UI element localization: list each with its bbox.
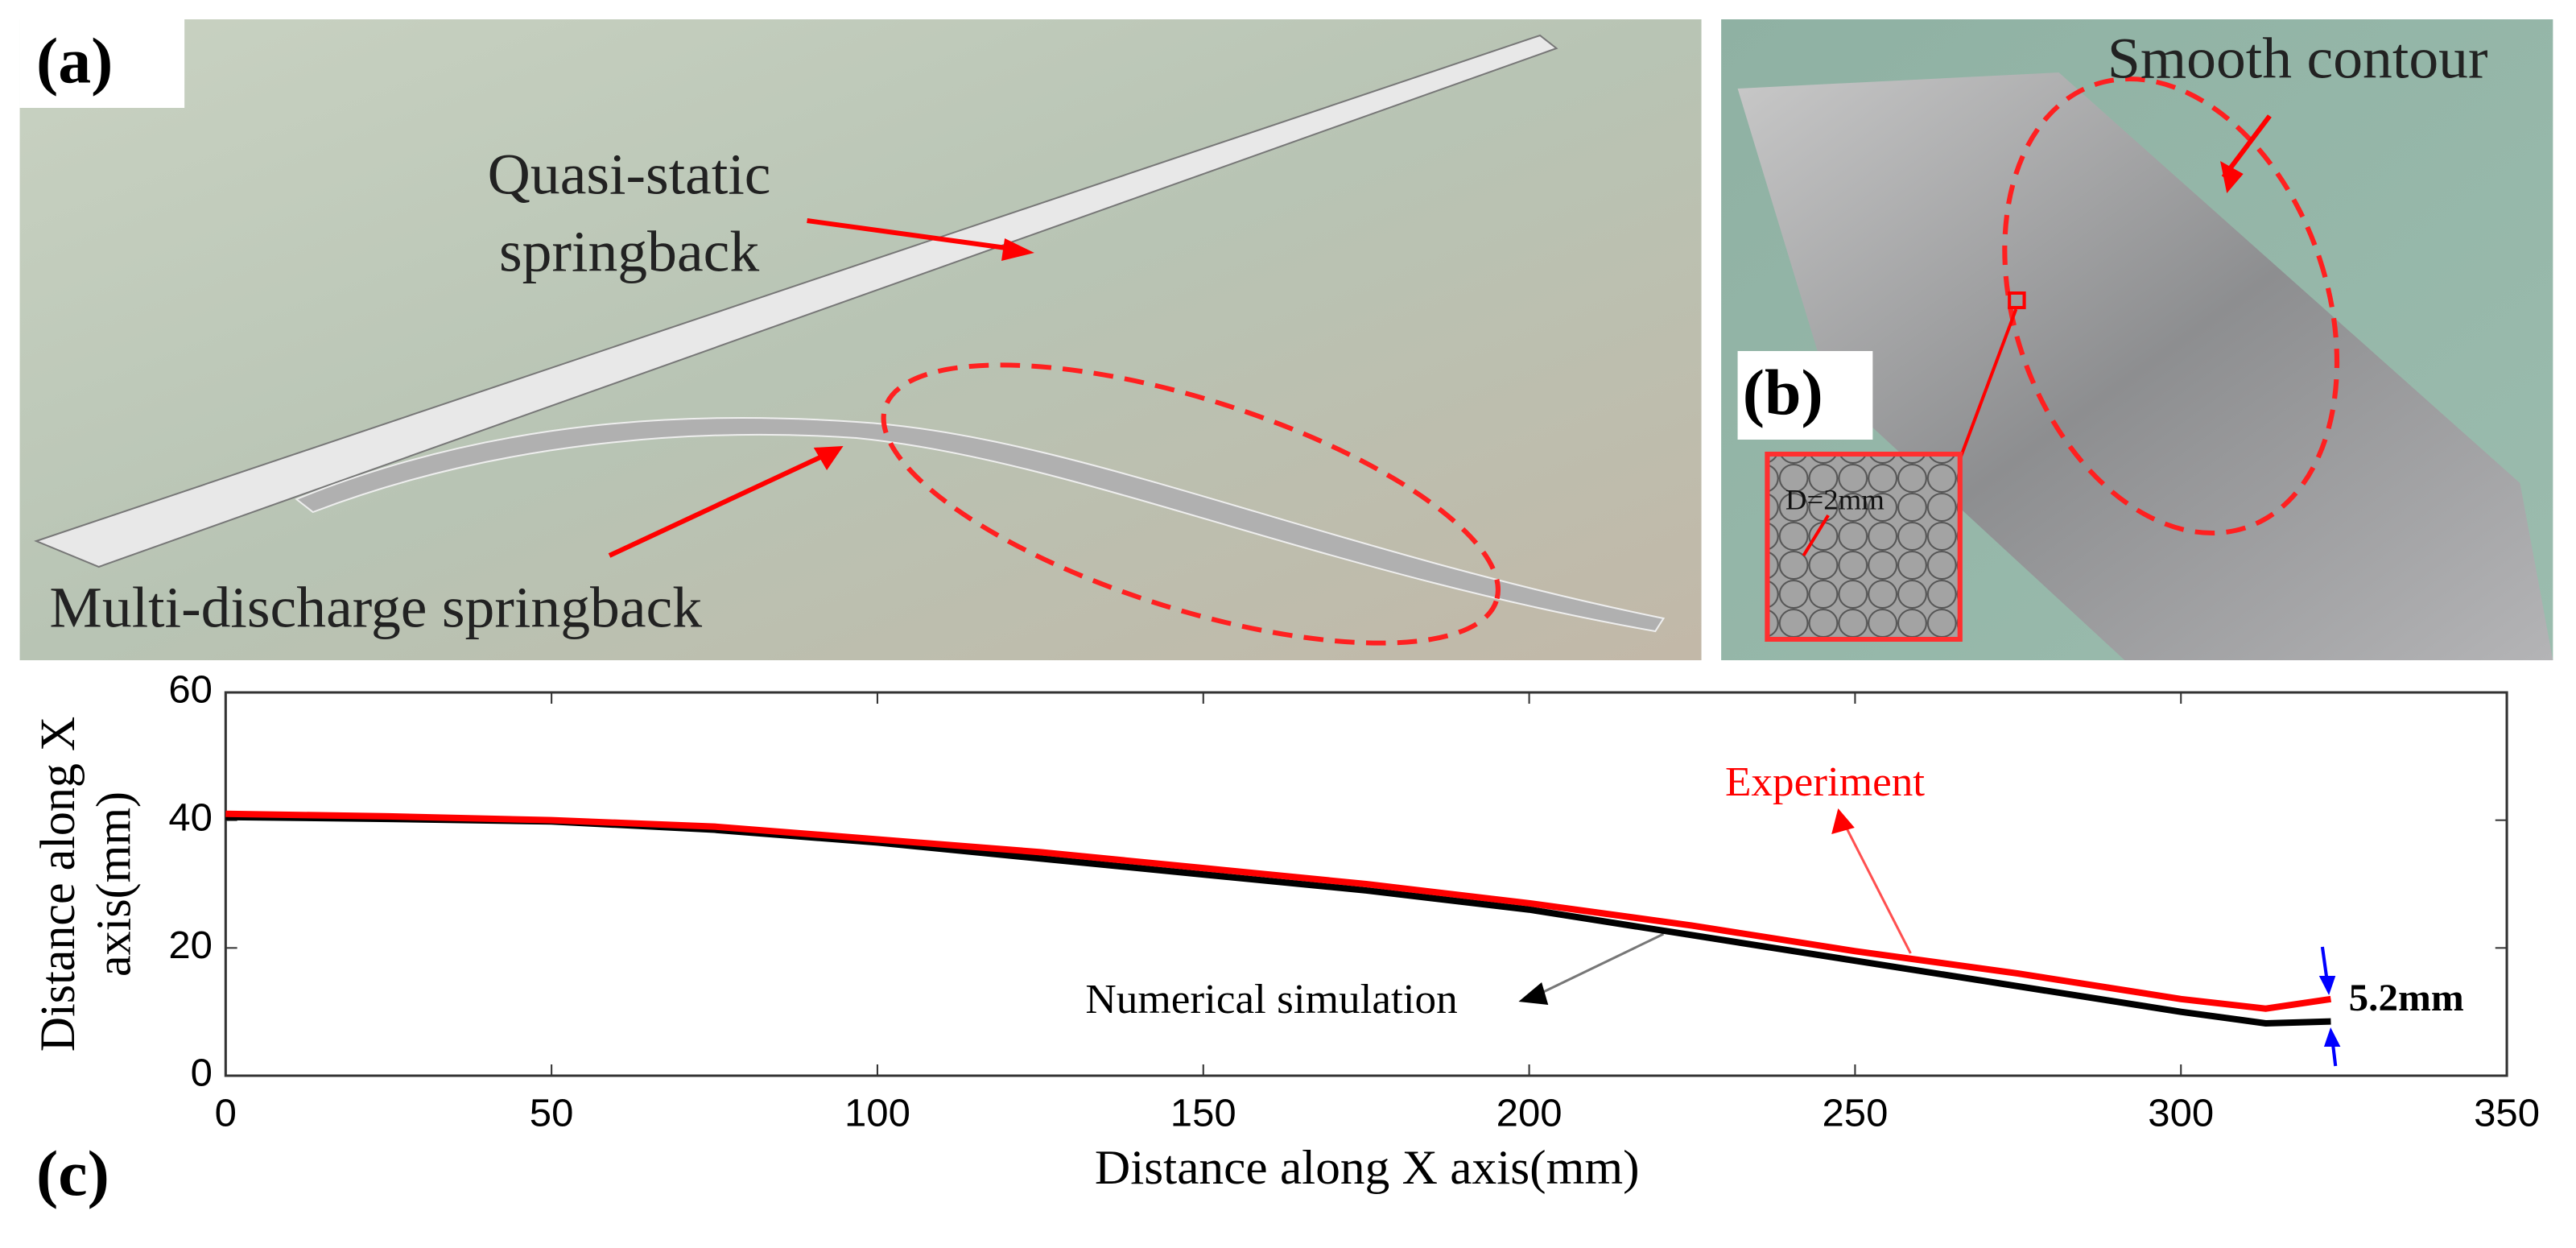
- x-tick-label: 250: [1822, 1092, 1888, 1134]
- panel-a: (a) Quasi-static springback Multi-discha…: [19, 19, 1702, 660]
- highlight: [2002, 76, 2340, 535]
- legend-label: Experiment: [1725, 758, 1926, 804]
- panel-b: D=2mm (b) Smooth contour: [1721, 19, 2553, 660]
- x-tick-label: 0: [215, 1092, 237, 1134]
- strip: [295, 416, 1666, 633]
- annotation: Multi-discharge springback: [49, 575, 702, 639]
- label-bg: [19, 19, 185, 108]
- arrow: [1843, 824, 1912, 954]
- x-tick-label: 150: [1170, 1092, 1236, 1134]
- x-tick-label: 100: [844, 1092, 910, 1134]
- arrowhead: [2323, 1027, 2341, 1047]
- marker: [2008, 291, 2026, 309]
- arrowhead: [2318, 976, 2336, 995]
- y-tick-label: 60: [168, 668, 213, 711]
- panel-label: (b): [1743, 357, 1823, 428]
- arrow: [807, 218, 1018, 252]
- y-axis-label: axis(mm): [87, 791, 142, 977]
- photo: [19, 19, 1702, 660]
- arrow: [608, 453, 825, 558]
- x-axis-label: Distance along X axis(mm): [1095, 1141, 1640, 1194]
- arrowhead: [2220, 161, 2244, 193]
- y-axis-label: Distance along X: [31, 717, 85, 1052]
- y-tick-label: 20: [168, 924, 213, 967]
- arrowhead: [1518, 982, 1549, 1005]
- x-tick-label: 350: [2474, 1092, 2540, 1134]
- strip: [34, 34, 1558, 568]
- legend-label: Numerical simulation: [1085, 976, 1457, 1022]
- panel-label: (c): [36, 1138, 109, 1209]
- y-tick-label: 0: [191, 1052, 213, 1094]
- annotation: springback: [499, 219, 760, 283]
- leader: [1958, 308, 2018, 460]
- panel-c: (c) Distance along X axis(mm) Distance a…: [31, 668, 2540, 1209]
- arrowhead: [1831, 808, 1855, 834]
- inset: [1765, 452, 1963, 642]
- annotation: Quasi-static: [488, 142, 771, 206]
- highlight: [881, 362, 1501, 646]
- label-bg: [1737, 351, 1873, 440]
- annotation: 5.2mm: [2349, 977, 2464, 1019]
- y-tick-label: 40: [168, 796, 213, 839]
- arrowhead: [813, 446, 844, 470]
- panel-label: (a): [36, 25, 113, 97]
- sheet: [1737, 72, 2553, 660]
- arrow: [2221, 114, 2272, 179]
- x-tick-label: 200: [1496, 1092, 1563, 1134]
- annotation: Smooth contour: [2107, 26, 2488, 90]
- arrow: [1539, 932, 1665, 995]
- x-tick-label: 50: [530, 1092, 574, 1134]
- series-line: [225, 810, 2332, 1012]
- x-tick-label: 300: [2148, 1092, 2214, 1134]
- plot-frame: [224, 691, 2508, 1077]
- arrowhead: [1001, 238, 1034, 261]
- arrow: [1802, 514, 1830, 557]
- inset-label: D=2mm: [1785, 484, 1885, 516]
